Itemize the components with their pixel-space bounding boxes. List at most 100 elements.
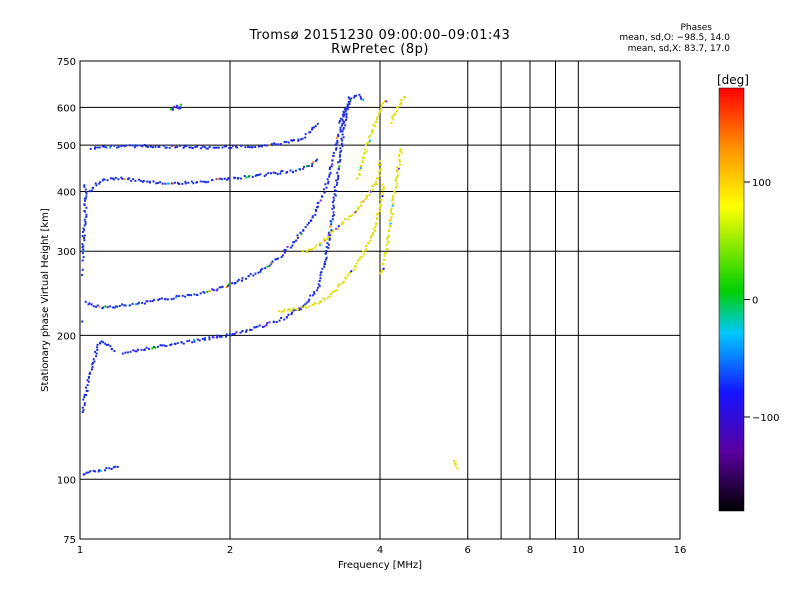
data-point (183, 145, 186, 148)
data-point (345, 108, 348, 111)
data-point (90, 189, 93, 192)
data-point (233, 176, 236, 179)
data-point (270, 172, 272, 175)
data-point (339, 154, 342, 157)
data-point (203, 338, 206, 341)
data-point (381, 270, 384, 273)
data-point (94, 146, 97, 149)
y-tick-label: 200 (57, 331, 76, 342)
data-point (284, 249, 287, 251)
data-point (128, 304, 131, 307)
data-point (329, 171, 332, 174)
data-point (329, 225, 332, 228)
data-point (218, 146, 220, 149)
data-point (379, 168, 382, 171)
data-point (193, 293, 196, 296)
data-point (220, 286, 223, 289)
data-point (302, 167, 305, 170)
data-point (390, 212, 393, 215)
data-point (84, 197, 87, 200)
data-point (341, 144, 344, 147)
data-point (174, 342, 177, 345)
data-point (190, 294, 193, 297)
data-point (201, 337, 204, 340)
data-point (103, 178, 106, 181)
data-point (265, 144, 268, 147)
data-point (221, 285, 224, 288)
data-point (393, 113, 396, 116)
data-point (148, 347, 150, 350)
y-tick-label: 500 (57, 141, 76, 152)
data-point (357, 206, 360, 209)
x-axis-ticks: 1 2 4 6 8 10 16 (77, 545, 687, 556)
data-point (82, 249, 85, 252)
data-point (203, 291, 206, 294)
data-point (85, 215, 88, 218)
data-point (334, 144, 337, 146)
data-point (379, 198, 382, 201)
data-point (261, 326, 264, 328)
data-point (326, 178, 329, 181)
data-point (83, 473, 86, 476)
data-point (277, 143, 280, 146)
data-point (116, 146, 119, 149)
data-point (325, 186, 328, 189)
data-point (290, 246, 293, 249)
data-point (233, 332, 236, 335)
data-point (394, 177, 397, 180)
data-point (91, 368, 93, 371)
data-point (287, 309, 290, 312)
data-point (380, 104, 383, 107)
data-point (315, 244, 318, 247)
data-point (349, 215, 352, 218)
data-point (300, 138, 303, 141)
data-point (254, 146, 257, 148)
data-point (83, 402, 86, 405)
data-point (404, 96, 406, 99)
data-point (193, 339, 196, 341)
data-point (361, 156, 364, 159)
data-point (196, 181, 199, 184)
data-point (341, 124, 343, 127)
data-point (95, 305, 98, 308)
data-point (306, 223, 309, 226)
colorbar-tick-label: 100 (752, 178, 771, 189)
data-point (346, 105, 349, 108)
data-point (87, 471, 90, 474)
data-point (212, 146, 215, 149)
data-point (273, 142, 276, 145)
data-point (375, 180, 377, 183)
data-point (82, 248, 85, 251)
data-point (143, 144, 146, 146)
y-axis-label: Stationary phase Virtual Height [km] (40, 208, 51, 392)
data-point (157, 298, 160, 301)
data-point (102, 306, 105, 309)
data-point (331, 207, 334, 210)
data-point (88, 302, 91, 305)
data-point (161, 344, 164, 347)
data-point (341, 133, 344, 136)
data-point (264, 267, 267, 270)
data-point (292, 307, 295, 310)
data-point (396, 170, 399, 173)
data-point (332, 211, 335, 214)
data-point (330, 229, 333, 232)
data-point (244, 146, 247, 149)
data-point (96, 343, 99, 346)
data-point (184, 182, 187, 185)
data-point (96, 348, 99, 351)
data-point (271, 260, 274, 263)
data-point (279, 172, 282, 175)
data-point (283, 318, 286, 321)
data-point (342, 221, 345, 224)
data-point (323, 239, 326, 242)
data-point (83, 185, 86, 188)
data-point (289, 169, 292, 172)
data-point (318, 285, 321, 288)
data-point (227, 283, 230, 286)
data-point (390, 216, 393, 219)
data-point (362, 253, 365, 256)
data-point (189, 146, 192, 149)
data-point (293, 240, 296, 243)
data-point (199, 180, 202, 183)
